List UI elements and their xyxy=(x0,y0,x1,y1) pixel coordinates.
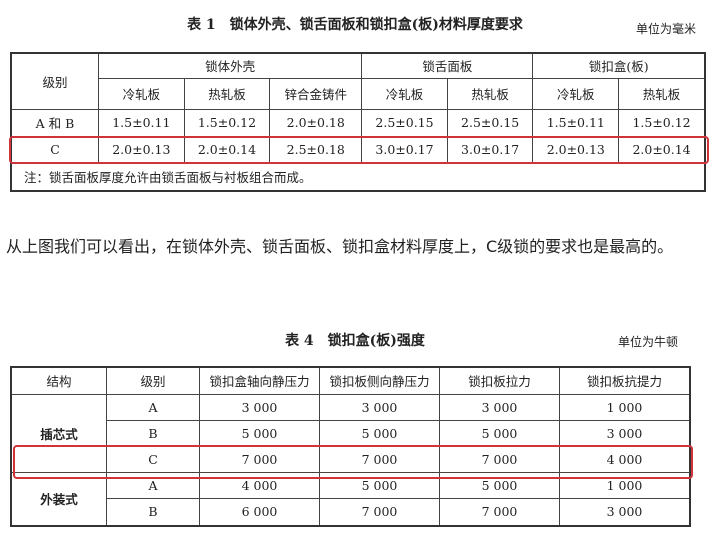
table4: 结构 级别 锁扣盒轴向静压力 锁扣板侧向静压力 锁扣板拉力 锁扣板抗提力 插芯式… xyxy=(10,366,691,527)
value-cell: 1.5±0.11 xyxy=(98,108,185,137)
value-cell: 2.5±0.15 xyxy=(446,108,534,137)
value-cell: 5 000 xyxy=(199,419,320,447)
header-cell: 锁扣板侧向静压力 xyxy=(319,366,440,395)
table1-note: 注：锁舌面板厚度允许由锁舌面板与衬板组合而成。 xyxy=(10,162,706,192)
header-cell: 锁扣板拉力 xyxy=(439,366,560,395)
value-cell: 7 000 xyxy=(319,497,440,527)
value-cell: 7 000 xyxy=(439,445,560,473)
value-cell: 5 000 xyxy=(319,419,440,447)
value-cell: 3 000 xyxy=(439,393,560,421)
value-cell: 5 000 xyxy=(439,419,560,447)
header-cell: 级别 xyxy=(106,366,200,395)
group-header: 锁体外壳 xyxy=(97,52,363,79)
value-cell: 2.0±0.18 xyxy=(269,108,363,137)
table4-title: 表 4 锁扣盒(板)强度 xyxy=(285,333,425,349)
value-cell: 2.0±0.13 xyxy=(532,135,620,164)
structure-cell: 外装式 xyxy=(10,471,107,527)
header-cell: 锁扣板抗提力 xyxy=(559,366,691,395)
header-cell: 结构 xyxy=(10,366,107,395)
table-row: B 5 000 5 000 5 000 3 000 xyxy=(11,419,691,447)
value-cell: 1 000 xyxy=(559,393,691,421)
structure-cell: 插芯式 xyxy=(10,393,107,473)
table-row: B 6 000 7 000 7 000 3 000 xyxy=(11,497,691,527)
value-cell: 3 000 xyxy=(319,393,440,421)
table1-unit: 单位为毫米 xyxy=(635,22,696,36)
table4-unit: 单位为牛顿 xyxy=(618,335,679,349)
value-cell: 1.5±0.12 xyxy=(183,108,271,137)
table-row: 插芯式 A 3 000 3 000 3 000 1 000 xyxy=(10,393,691,473)
value-cell: 6 000 xyxy=(199,497,320,527)
value-cell: 1.5±0.11 xyxy=(532,108,620,137)
subheader: 冷轧板 xyxy=(361,77,448,110)
value-cell: 1.5±0.12 xyxy=(618,108,706,137)
table1: 级别 锁体外壳 锁舌面板 锁扣盒(板) 冷轧板 热轧板 锌合金铸件 冷轧板 热轧… xyxy=(10,52,706,192)
value-cell: 2.5±0.15 xyxy=(361,108,448,137)
highlight-box xyxy=(13,445,693,479)
value-cell: 3 000 xyxy=(559,419,691,447)
group-header: 锁扣盒(板) xyxy=(532,52,706,79)
table-row: A 和 B 1.5±0.11 1.5±0.12 2.0±0.18 2.5±0.1… xyxy=(10,108,706,137)
group-header: 锁舌面板 xyxy=(361,52,534,79)
highlight-box xyxy=(9,136,709,164)
header-cell: 锁扣盒轴向静压力 xyxy=(199,366,320,395)
subheader: 冷轧板 xyxy=(532,77,620,110)
subheader: 锌合金铸件 xyxy=(269,77,363,110)
grade-cell: B xyxy=(106,419,200,447)
paragraph: 从上图我们可以看出，在锁体外壳、锁舌面板、锁扣盒材料厚度上，C级锁的要求也是最高… xyxy=(6,237,674,256)
table1-title: 表 1 锁体外壳、锁舌面板和锁扣盒(板)材料厚度要求 xyxy=(187,17,523,33)
grade-cell: A xyxy=(106,393,200,421)
subheader: 热轧板 xyxy=(183,77,271,110)
grade-cell: B xyxy=(106,497,200,527)
value-cell: 7 000 xyxy=(439,497,560,527)
subheader: 热轧板 xyxy=(446,77,534,110)
grade-cell: A 和 B xyxy=(10,108,99,137)
grade-header: 级别 xyxy=(10,52,99,110)
subheader: 热轧板 xyxy=(618,77,706,110)
subheader: 冷轧板 xyxy=(98,77,185,110)
value-cell: 3 000 xyxy=(199,393,320,421)
value-cell: 5 000 xyxy=(319,471,440,499)
grade-cell: A xyxy=(106,471,200,499)
value-cell: 3 000 xyxy=(559,497,691,527)
